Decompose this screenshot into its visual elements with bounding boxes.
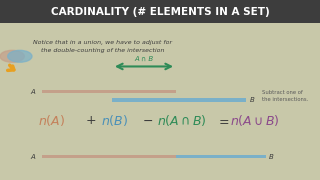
Text: $n(A)$: $n(A)$: [38, 113, 66, 128]
Circle shape: [8, 50, 32, 62]
Text: $n(A \cup B)$: $n(A \cup B)$: [230, 113, 280, 128]
Text: the double-counting of the intersection: the double-counting of the intersection: [41, 48, 164, 53]
Text: B: B: [250, 97, 254, 103]
Text: A: A: [30, 154, 35, 159]
Bar: [42, 90, 176, 93]
Text: $+$: $+$: [85, 114, 96, 127]
Text: CARDINALITY (# ELEMENTS IN A SET): CARDINALITY (# ELEMENTS IN A SET): [51, 7, 269, 17]
Text: A: A: [30, 89, 35, 94]
Circle shape: [0, 50, 24, 62]
Text: $=$: $=$: [216, 114, 230, 127]
Text: $n(B)$: $n(B)$: [101, 113, 128, 128]
Text: Notice that in a union, we have to adjust for: Notice that in a union, we have to adjus…: [33, 40, 172, 45]
Bar: [112, 98, 246, 102]
Text: A ∩ B: A ∩ B: [134, 56, 154, 62]
Text: B: B: [269, 154, 274, 159]
Bar: [42, 155, 176, 158]
Text: $n(A \cap B)$: $n(A \cap B)$: [157, 113, 206, 128]
Bar: [176, 155, 266, 158]
Text: Subtract one of
the intersections.: Subtract one of the intersections.: [262, 90, 309, 102]
Text: $-$: $-$: [142, 114, 154, 127]
